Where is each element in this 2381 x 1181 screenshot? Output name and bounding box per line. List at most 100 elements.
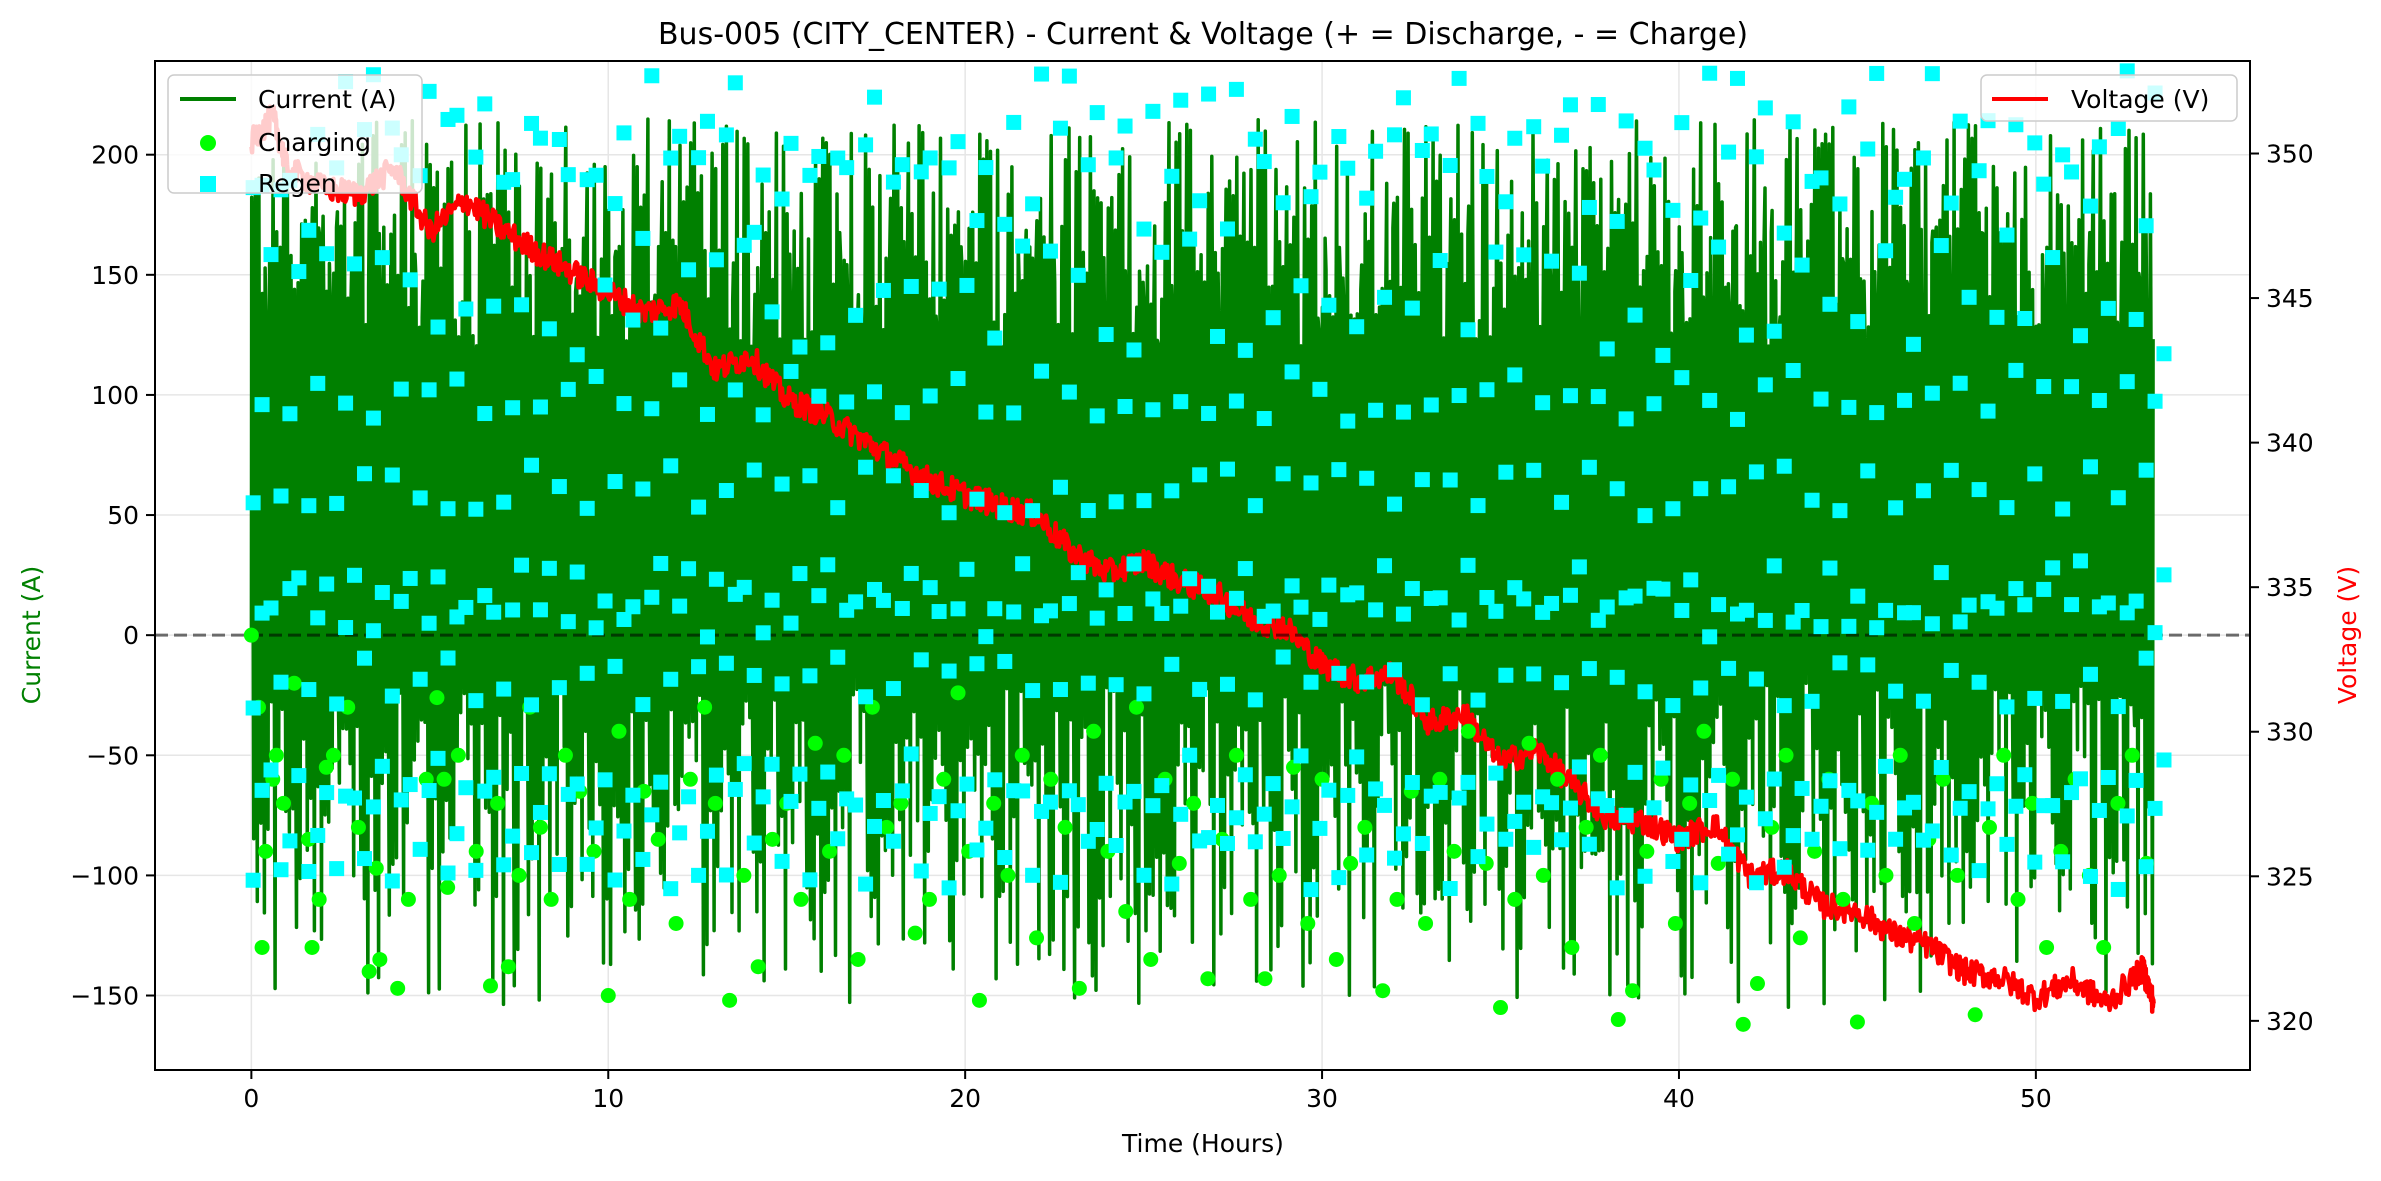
charging-point [1907,915,1923,931]
regen-point [1999,836,2015,852]
regen-point [1015,556,1031,572]
regen-point [1999,699,2015,715]
regen-point [1544,795,1560,811]
charging-point [350,819,366,835]
regen-point [746,835,762,851]
regen-point [440,865,456,881]
regen-point [1219,461,1235,477]
regen-point [2156,752,2172,768]
regen-point [1145,103,1161,119]
regen-point [1794,257,1810,273]
regen-point [764,756,780,772]
regen-point [1470,849,1486,865]
regen-point [755,407,771,423]
regen-point [1126,342,1142,358]
regen-point [1766,771,1782,787]
regen-point [458,301,474,317]
regen-point [1414,142,1430,158]
regen-point [1275,649,1291,665]
regen-point [551,856,567,872]
regen-point [384,467,400,483]
regen-point [393,381,409,397]
charging-point [921,891,937,907]
regen-point [1581,459,1597,475]
regen-point [1757,100,1773,116]
regen-point [468,862,484,878]
regen-point [1711,239,1727,255]
regen-point [514,765,530,781]
regen-point [1924,66,1940,82]
regen-point [885,174,901,190]
plot-layer [155,63,2250,1032]
regen-point [1905,794,1921,810]
charging-point [1835,891,1851,907]
regen-point [1888,831,1904,847]
regen-point [365,799,381,815]
regen-point [1850,588,1866,604]
regen-point [1832,841,1848,857]
regen-point [811,148,827,164]
regen-point [663,881,679,897]
regen-point [802,872,818,888]
regen-point [458,780,474,796]
regen-point [875,793,891,809]
charging-point [1357,819,1373,835]
regen-point [1404,581,1420,597]
regen-point [2008,581,2024,597]
legend-current-label: Current (A) [258,85,396,114]
regen-point [532,399,548,415]
regen-point [663,458,679,474]
regen-point [848,797,864,813]
regen-point [1303,882,1319,898]
regen-point [1145,591,1161,607]
regen-point [2045,798,2061,814]
charging-point [2024,795,2040,811]
charging-point [1418,915,1434,931]
regen-point [1136,867,1152,883]
regen-point [1841,399,1857,415]
regen-point [2064,785,2080,801]
y-right-tick-label: 335 [2266,573,2314,602]
regen-point [2082,868,2098,884]
charging-point [1550,771,1566,787]
regen-point [811,388,827,404]
regen-point [1860,657,1876,673]
regen-point [1247,498,1263,514]
regen-point [1794,602,1810,618]
regen-point [1599,341,1615,357]
regen-point [607,658,623,674]
regen-point [1460,322,1476,338]
regen-point [616,611,632,627]
regen-point [839,394,855,410]
regen-point [524,115,540,131]
regen-point [783,793,799,809]
regen-point [1303,674,1319,690]
charging-point [1432,771,1448,787]
charging-point [750,959,766,975]
regen-point [1498,667,1514,683]
regen-point [1832,655,1848,671]
regen-point [421,783,437,799]
regen-point [2055,854,2071,870]
regen-point [1479,168,1495,184]
regen-point [347,567,363,583]
regen-point [1850,793,1866,809]
regen-point [1804,831,1820,847]
regen-point [1460,557,1476,573]
regen-point [505,400,521,416]
regen-point [1832,196,1848,212]
regen-point [1590,612,1606,628]
charging-point [2124,747,2140,763]
regen-point [1590,389,1606,405]
charging-point [1724,771,1740,787]
charging-point [1029,930,1045,946]
charging-point [1592,747,1608,763]
regen-point [802,668,818,684]
regen-point [1618,807,1634,823]
regen-point [1924,385,1940,401]
regen-point [987,601,1003,617]
regen-point [2017,767,2033,783]
regen-point [1061,384,1077,400]
regen-point [1804,693,1820,709]
regen-point [969,213,985,229]
